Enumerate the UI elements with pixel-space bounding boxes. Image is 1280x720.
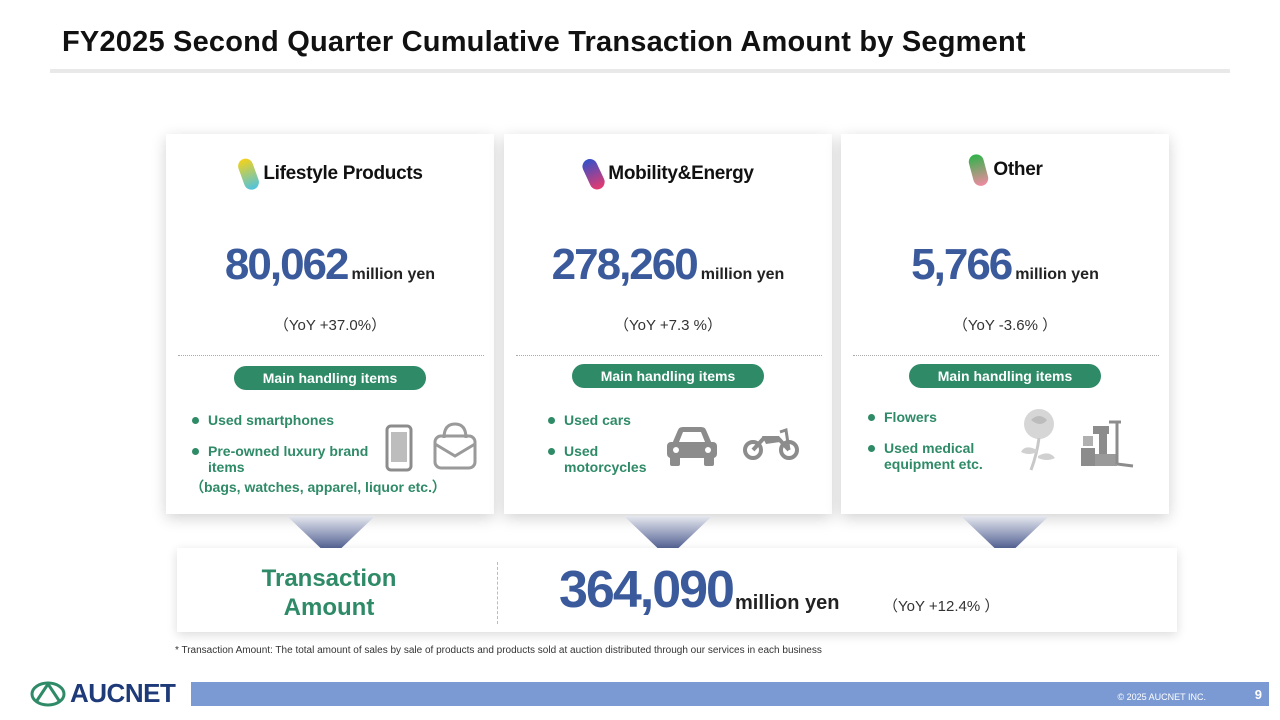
- segment-name: Lifestyle Products: [263, 163, 423, 184]
- segment-amount-row: 80,062 million yen: [166, 240, 494, 290]
- total-unit: million yen: [735, 592, 840, 614]
- page-number: 9: [1254, 687, 1262, 702]
- segment-header: Mobility&Energy: [504, 156, 832, 192]
- segment-yoy: （YoY -3.6% ）: [952, 317, 1058, 334]
- footer-bar: [191, 682, 1269, 706]
- list-item: Flowers: [866, 409, 996, 425]
- main-items-badge: Main handling items: [572, 364, 764, 388]
- footnote: * Transaction Amount: The total amount o…: [175, 645, 822, 656]
- total-transaction-box: Transaction Amount 364,090 million yen （…: [177, 548, 1177, 632]
- segment-unit: million yen: [700, 266, 785, 283]
- handbag-icon: [433, 422, 477, 470]
- segment-amount-row: 5,766 million yen: [841, 240, 1169, 290]
- list-item: Pre-owned luxury brand items: [190, 443, 370, 475]
- smartphone-icon: [385, 424, 413, 472]
- brand-name: AUCNET: [70, 678, 176, 708]
- segment-name: Mobility&Energy: [608, 163, 754, 184]
- segment-amount: 278,260: [551, 240, 699, 289]
- segment-header: Lifestyle Products: [166, 156, 494, 192]
- motorcycle-icon: [743, 428, 799, 460]
- page-title: FY2025 Second Quarter Cumulative Transac…: [62, 26, 1026, 58]
- copyright: © 2025 AUCNET INC.: [1117, 692, 1207, 702]
- total-amount: 364,090: [559, 561, 735, 619]
- rose-icon: [1021, 409, 1055, 471]
- main-items-badge: Main handling items: [909, 364, 1101, 388]
- segment-unit: million yen: [351, 266, 436, 283]
- list-item: Used cars: [546, 412, 642, 428]
- medical-equipment-icon: [1081, 420, 1134, 468]
- item-list: Used smartphones Pre-owned luxury brand …: [190, 412, 446, 497]
- segment-unit: million yen: [1015, 266, 1099, 283]
- list-item: Used motorcycles: [546, 443, 646, 475]
- segment-card-mobility: Mobility&Energy 278,260 million yen （YoY…: [504, 134, 832, 514]
- item-list: Flowers Used medical equipment etc.: [866, 409, 996, 487]
- list-item: Used medical equipment etc.: [866, 440, 996, 472]
- segment-amount: 5,766: [911, 240, 1013, 289]
- segment-amount-row: 278,260 million yen: [504, 240, 832, 290]
- chevron-down-icon: [961, 516, 1049, 558]
- segment-name: Other: [993, 159, 1043, 180]
- title-divider: [50, 69, 1230, 73]
- total-label: Transaction Amount: [261, 565, 397, 621]
- list-item: Used smartphones: [190, 412, 446, 428]
- brand-logo: AUCNET: [30, 678, 176, 709]
- segment-yoy: （YoY +7.3 %）: [614, 317, 722, 334]
- aucnet-logo-icon: [30, 680, 66, 706]
- main-items-badge: Main handling items: [234, 366, 426, 390]
- mobility-logo-icon: [582, 159, 605, 190]
- item-list: Used cars Used motorcycles: [546, 412, 646, 490]
- chevron-down-icon: [287, 516, 375, 558]
- chevron-down-icon: [624, 516, 712, 558]
- total-separator: [497, 562, 498, 624]
- dotted-divider: [853, 355, 1159, 356]
- segment-card-lifestyle: Lifestyle Products 80,062 million yen （Y…: [166, 134, 494, 514]
- segment-header: Other: [841, 152, 1169, 188]
- total-yoy: （YoY +12.4% ）: [883, 598, 1000, 615]
- other-logo-icon: [969, 154, 989, 186]
- item-note: （bags, watches, apparel, liquor etc.）: [190, 479, 446, 495]
- segment-amount: 80,062: [224, 240, 350, 289]
- dotted-divider: [516, 355, 822, 356]
- lifestyle-logo-icon: [238, 158, 260, 190]
- dotted-divider: [178, 355, 484, 356]
- segment-yoy: （YoY +37.0%）: [273, 317, 387, 334]
- segment-card-other: Other 5,766 million yen （YoY -3.6% ） Mai…: [841, 134, 1169, 514]
- car-icon: [667, 427, 717, 466]
